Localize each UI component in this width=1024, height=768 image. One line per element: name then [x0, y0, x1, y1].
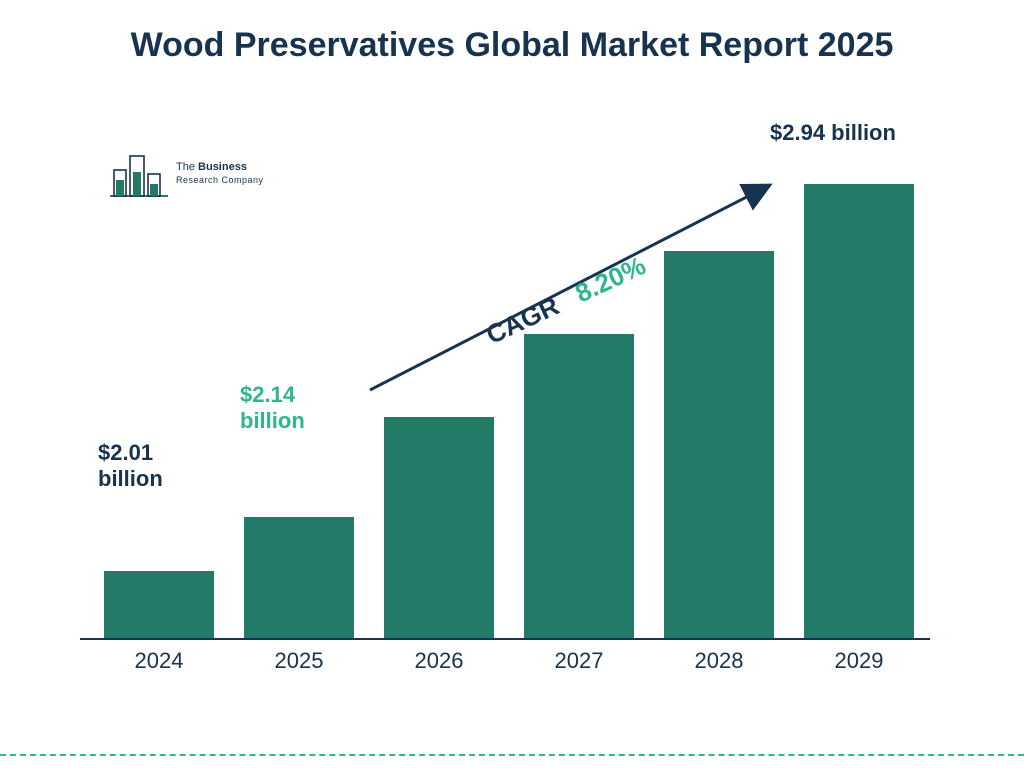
cagr-arrow	[80, 140, 930, 640]
cagr-value: 8.20%	[571, 250, 651, 308]
bar	[244, 517, 354, 638]
footer-divider	[0, 754, 1024, 756]
plot-area: CAGR 8.20% 202420252026202720282029$2.01…	[80, 140, 930, 640]
bar	[664, 251, 774, 639]
x-tick: 2025	[239, 648, 359, 674]
page-title: Wood Preservatives Global Market Report …	[102, 0, 922, 67]
x-tick: 2027	[519, 648, 639, 674]
value-label: $2.14billion	[240, 382, 305, 435]
bar	[384, 417, 494, 638]
x-tick: 2026	[379, 648, 499, 674]
bar	[104, 571, 214, 638]
value-label: $2.01billion	[98, 440, 163, 493]
x-tick: 2029	[799, 648, 919, 674]
value-label: $2.94 billion	[770, 120, 896, 146]
bar	[524, 334, 634, 638]
x-tick: 2028	[659, 648, 779, 674]
x-tick: 2024	[99, 648, 219, 674]
bar-chart: CAGR 8.20% 202420252026202720282029$2.01…	[70, 130, 970, 700]
bar	[804, 184, 914, 638]
